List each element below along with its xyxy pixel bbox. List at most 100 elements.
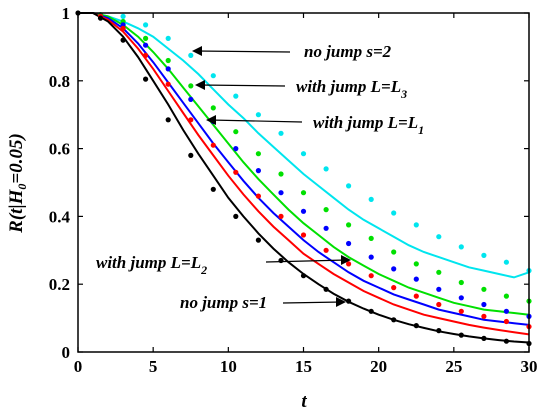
series-3-point-12 — [368, 273, 374, 279]
x-tick-label-0: 0 — [74, 357, 83, 376]
y-axis-label-sub: 0 — [15, 184, 29, 190]
series-4-point-19 — [503, 338, 509, 344]
series-4-point-1 — [97, 15, 104, 21]
x-axis-label: t — [301, 391, 307, 412]
series-1-line — [78, 12, 530, 316]
x-tick-label-2: 10 — [220, 357, 237, 376]
series-3-point-4 — [188, 117, 194, 123]
plot-frame — [77, 12, 530, 353]
series-4-point-10 — [300, 273, 307, 279]
y-tick-label-5: 1 — [62, 4, 71, 23]
series-0-point-18 — [503, 259, 509, 265]
series-3-point-1 — [120, 25, 126, 31]
series-0-point-1 — [120, 13, 126, 19]
series-1-point-15 — [436, 269, 442, 275]
series-0-point-9 — [300, 151, 307, 157]
series-0-point-11 — [346, 183, 352, 189]
series-4-point-4 — [165, 117, 171, 123]
series-4-point-5 — [188, 152, 194, 158]
x-tick-label-6: 30 — [521, 357, 538, 376]
series-points — [75, 10, 532, 347]
series-2-point-14 — [413, 276, 419, 282]
series-0-point-6 — [233, 93, 239, 99]
x-tick-labels: 0 5 10 15 20 25 30 — [74, 357, 538, 376]
series-2-point-9 — [300, 208, 307, 214]
series-3-point-7 — [255, 193, 261, 199]
series-1-point-8 — [278, 171, 284, 177]
series-0-point-4 — [188, 52, 194, 59]
series-3-point-11 — [346, 261, 352, 267]
series-0-point-3 — [165, 35, 171, 42]
annotation-arrowhead-no-jump-s1 — [336, 297, 346, 307]
series-3-line — [78, 12, 530, 336]
y-tick-label-4: 0.8 — [49, 72, 70, 91]
series-3-point-18 — [503, 318, 509, 325]
series-4-point-9 — [278, 257, 284, 264]
series-2-point-7 — [255, 168, 261, 174]
annotation-with-jump-l1: with jump L=L1 — [206, 113, 424, 137]
annotation-arrowhead-with-jump-l3 — [195, 80, 205, 90]
series-0-point-14 — [413, 222, 419, 228]
annotation-text-no-jump-s1: no jump s=1 — [180, 293, 267, 312]
series-2-point-4 — [188, 96, 194, 102]
series-0-point-7 — [255, 112, 261, 118]
series-3-point-15 — [436, 301, 442, 308]
series-4-point-8 — [255, 237, 261, 243]
annotation-arrow-no-jump-s2 — [195, 50, 291, 53]
annotation-with-jump-l3: with jump L=L3 — [195, 77, 407, 101]
series-1-point-6 — [233, 129, 239, 135]
annotation-with-jump-l2: with jump L=L2 — [96, 253, 351, 277]
series-2-point-8 — [278, 190, 284, 196]
series-3-point-3 — [165, 81, 171, 87]
series-2-point-16 — [458, 295, 464, 301]
series-1-point-3 — [165, 57, 171, 64]
series-0-point-2 — [143, 22, 149, 28]
annotation-no-jump-s2: no jump s=2 — [192, 42, 392, 61]
series-4-point-18 — [481, 335, 487, 341]
series-4-point-17 — [458, 332, 464, 338]
series-4-point-7 — [233, 213, 239, 219]
series-3-point-10 — [323, 247, 329, 253]
series-3-point-2 — [143, 52, 149, 59]
series-3-point-5 — [210, 142, 216, 148]
series-4-point-6 — [210, 186, 216, 192]
series-1-point-17 — [481, 286, 487, 292]
series-2-point-17 — [481, 301, 487, 308]
series-0-point-8 — [278, 130, 284, 136]
y-tick-label-1: 0.2 — [49, 275, 70, 294]
y-tick-label-3: 0.6 — [49, 140, 70, 159]
series-3-point-8 — [278, 213, 284, 219]
axis-ticks — [77, 12, 530, 353]
series-3-point-17 — [481, 313, 487, 319]
series-0-point-17 — [481, 252, 487, 258]
annotation-arrow-with-jump-l3 — [198, 84, 286, 87]
series-2-point-13 — [391, 266, 397, 272]
series-2-point-10 — [323, 225, 329, 231]
y-axis-label-rest: =0.05) — [6, 133, 27, 183]
series-4-point-12 — [346, 298, 352, 304]
series-3-point-14 — [413, 293, 419, 299]
annotation-text-with-jump-l3: with jump L=L3 — [296, 77, 407, 101]
series-0-point-12 — [368, 196, 374, 202]
series-1-point-7 — [255, 151, 261, 157]
x-tick-label-1: 5 — [149, 357, 158, 376]
series-2-point-18 — [503, 308, 509, 314]
x-tick-label-5: 25 — [445, 357, 462, 376]
series-4-point-14 — [391, 317, 397, 323]
x-tick-label-4: 20 — [370, 357, 387, 376]
series-3-point-6 — [233, 169, 239, 175]
y-tick-label-2: 0.4 — [49, 207, 71, 226]
series-2-point-11 — [346, 240, 352, 247]
annotation-arrow-with-jump-l2 — [265, 259, 348, 263]
series-0-point-13 — [391, 210, 397, 216]
series-3-point-16 — [458, 308, 464, 314]
series-lines — [78, 12, 530, 344]
series-2-point-2 — [143, 42, 149, 48]
series-3-point-13 — [391, 285, 397, 291]
annotation-no-jump-s1: no jump s=1 — [180, 293, 346, 312]
series-1-point-5 — [210, 105, 216, 111]
annotation-arrow-no-jump-s1 — [282, 301, 343, 304]
series-1-point-14 — [413, 261, 419, 267]
annotation-arrowhead-no-jump-s2 — [192, 46, 202, 56]
